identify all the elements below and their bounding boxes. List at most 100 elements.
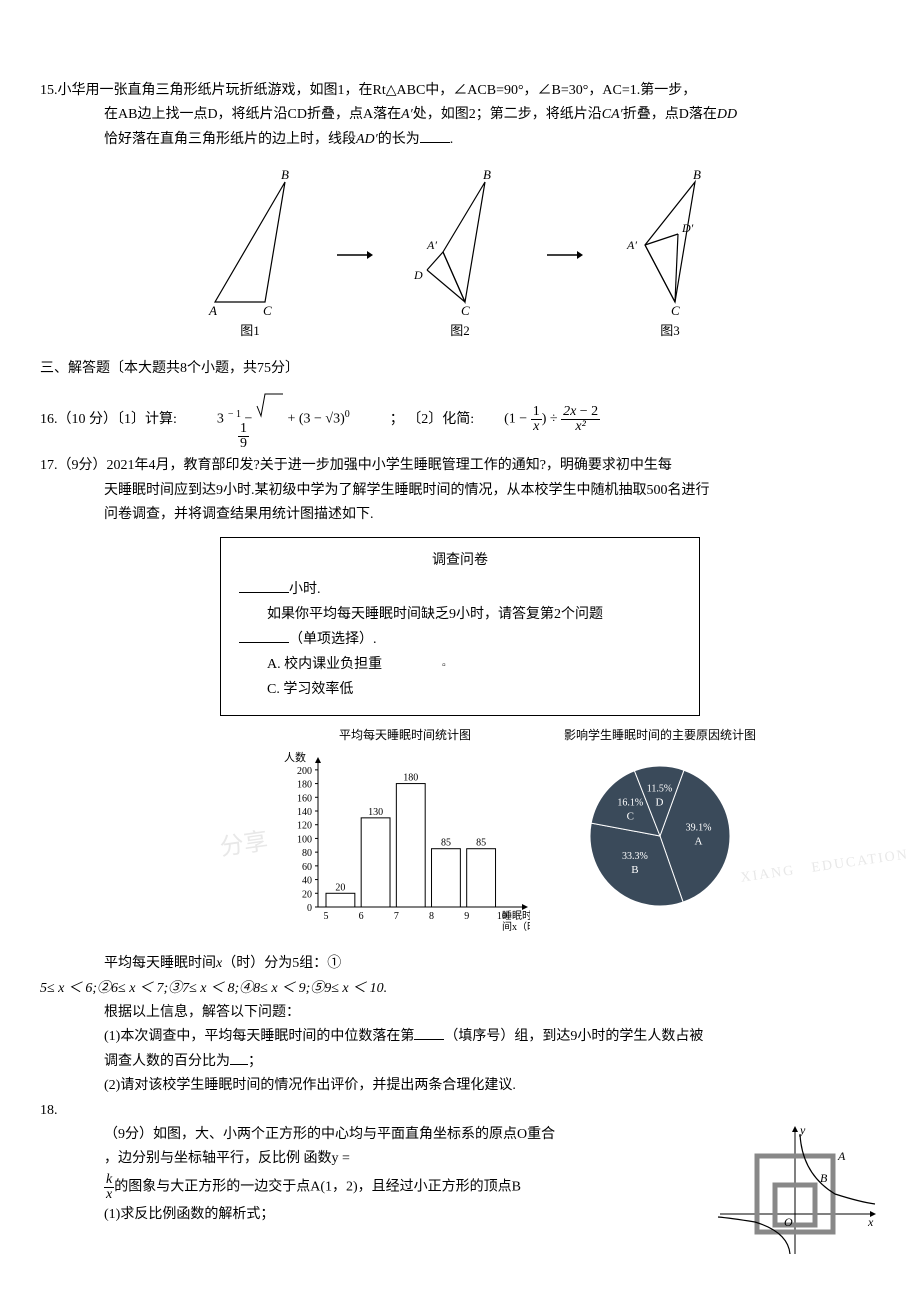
svg-text:160: 160 — [297, 793, 312, 804]
svg-text:20: 20 — [335, 882, 345, 893]
q16-sup1: − 1 — [228, 409, 241, 420]
svg-text:6: 6 — [359, 911, 364, 922]
q16-f2d: x — [531, 420, 542, 434]
fig3-Aprime: A′ — [626, 238, 637, 252]
svg-text:7: 7 — [394, 911, 399, 922]
q16-3: 3 — [217, 412, 224, 427]
svg-text:9: 9 — [464, 911, 469, 922]
q17-line1: （9分）2021年4月，教育部印发?关于进一步加强中小学生睡眠管理工作的通知?，… — [58, 458, 672, 473]
survey-blank1 — [239, 592, 289, 593]
q15-Aprime: A′ — [401, 107, 413, 122]
svg-text:人数: 人数 — [284, 751, 306, 764]
svg-text:200: 200 — [297, 766, 312, 777]
question-16: 16.（10 分）〔1〕计算: 3− 1 − 19 + (3 − √3)0 ； … — [40, 388, 880, 451]
figure-1-label: 图1 — [240, 321, 260, 342]
q17b-blank2 — [230, 1051, 248, 1065]
q17b-p1a: (1)本次调查中，平均每天睡眠时间的中位数落在第 — [104, 1029, 414, 1044]
q18-number: 18. — [40, 1100, 880, 1122]
q15-line3b: 的长为 — [378, 132, 420, 147]
q16-sqrt3: √3 — [325, 412, 340, 427]
question-17: 17.（9分）2021年4月，教育部印发?关于进一步加强中小学生睡眠管理工作的通… — [40, 455, 880, 526]
q15-line1: 小华用一张直角三角形纸片玩折纸游戏，如图1，在Rt△ABC中，∠ACB=90°，… — [58, 83, 697, 98]
fig2-D: D — [413, 268, 423, 282]
svg-text:8: 8 — [429, 911, 434, 922]
q16-sep: ； 〔2〕化简: — [390, 409, 474, 431]
q17b-p2: (2)请对该校学生睡眠时间的情况作出评价，并提出两条合理化建议. — [104, 1075, 880, 1097]
svg-text:A: A — [695, 835, 703, 847]
q18-x: x — [867, 1215, 874, 1229]
svg-text:C: C — [627, 810, 634, 822]
svg-text:180: 180 — [297, 779, 312, 790]
survey-l3a: （单项选择）. — [289, 632, 377, 647]
q18-line3: 的图象与大正方形的一边交于点A(1，2)，且经过小正方形的顶点B — [114, 1179, 521, 1194]
q16-f2n: 1 — [531, 405, 542, 420]
q18-line4: (1)求反比例函数的解析式； — [104, 1204, 698, 1226]
fig3-Dprime: D′ — [681, 221, 694, 235]
figure-2-label: 图2 — [450, 321, 470, 342]
svg-text:33.3%: 33.3% — [622, 851, 648, 862]
charts-area: 分享 平均每天睡眠时间统计图 0204060801001201401601802… — [160, 726, 880, 950]
q16-f3n: 2x − 2 — [561, 405, 600, 420]
svg-text:睡眠时: 睡眠时 — [502, 909, 530, 922]
q16-e2a: (1 − — [504, 412, 531, 427]
svg-text:11.5%: 11.5% — [647, 783, 672, 794]
q15-line2b: 处，如图2；第二步，将纸片沿 — [413, 107, 602, 122]
pie-chart-wrapper: 影响学生睡眠时间的主要原因统计图 39.1% A 33.3% B 16.1% C 11.5%… — [560, 726, 760, 930]
survey-optC: C. 学习效率低 — [239, 677, 681, 702]
watermark-2-icon: XIANG EDUCATION — [740, 844, 911, 890]
survey-l1a: 小时. — [289, 582, 321, 597]
q16-plus: + (3 − — [287, 412, 325, 427]
q15-diagrams: A C B 图1 B C A′ D 图2 B C A′ — [40, 167, 880, 342]
q16-sup0: 0 — [345, 409, 350, 420]
svg-text:60: 60 — [302, 862, 312, 873]
arrow-2-icon — [545, 167, 585, 342]
bar-chart-wrapper: 平均每天睡眠时间统计图 020406080100120140160180200人… — [280, 726, 530, 950]
q16-e2b: ) ÷ — [542, 412, 561, 427]
q17b-blank1 — [414, 1026, 444, 1040]
q17-groups: 平均每天睡眠时间x（时）分为5组：① — [104, 953, 880, 975]
survey-box: 调查问卷 小时. 如果你平均每天睡眠时间缺乏9小时，请答复第2个问题 （单项选择… — [220, 537, 700, 716]
section-3-heading: 三、解答题〔本大题共8个小题，共75分〕 — [40, 358, 880, 380]
q15-DDprime: DD — [717, 107, 737, 122]
svg-text:16.1%: 16.1% — [617, 797, 643, 808]
q17b-p1c: 调查人数的百分比为 — [104, 1054, 230, 1069]
q17b-intro-a: 平均每天睡眠时间 — [104, 956, 216, 971]
q17b-p1b: （填序号）组，到达9小时的学生人数占被 — [444, 1029, 703, 1044]
bar-chart-title: 平均每天睡眠时间统计图 — [280, 726, 530, 745]
q18-B: B — [820, 1171, 828, 1185]
fig1-B: B — [281, 167, 289, 182]
q16-f3d: x² — [561, 420, 600, 434]
q16-f1d: 9 — [238, 437, 249, 451]
q18-A: A — [837, 1149, 846, 1163]
q17-line2: 天睡眠时间应到达9小时.某初级中学为了解学生睡眠时间的情况，从本校学生中随机抽取… — [104, 480, 880, 502]
svg-text:间x（时）: 间x（时） — [502, 920, 530, 933]
svg-text:39.1%: 39.1% — [686, 822, 712, 833]
question-15: 15.小华用一张直角三角形纸片玩折纸游戏，如图1，在Rt△ABC中，∠ACB=9… — [40, 80, 880, 151]
q18-line1: （9分）如图，大、小两个正方形的中心均与平面直角坐标系的原点O重合 — [104, 1124, 698, 1146]
survey-dot: ▫ — [442, 660, 446, 671]
q17-number: 17. — [40, 458, 58, 473]
question-18: 18. （9分）如图，大、小两个正方形的中心均与平面直角坐标系的原点O重合 ，边… — [40, 1100, 880, 1264]
q17b-intro-b: （时）分为5组：① — [222, 956, 341, 971]
q18-y: y — [799, 1124, 806, 1137]
svg-text:85: 85 — [476, 838, 486, 849]
fig3-C: C — [671, 303, 680, 317]
fig1-A: A — [208, 303, 217, 317]
q16-expr1: 3− 1 − 19 + (3 − √3)0 — [217, 388, 350, 451]
arrow-1-icon — [335, 167, 375, 342]
svg-text:0: 0 — [307, 903, 312, 914]
q16-expr2: (1 − 1x) ÷ 2x − 2x² — [504, 405, 600, 434]
svg-text:B: B — [631, 864, 638, 876]
q16-f1n: 1 — [238, 422, 249, 437]
svg-text:180: 180 — [403, 772, 418, 783]
survey-blank2 — [239, 642, 289, 643]
fig2-C: C — [461, 303, 470, 317]
svg-text:20: 20 — [302, 889, 312, 900]
pie-chart-title: 影响学生睡眠时间的主要原因统计图 — [560, 726, 760, 745]
q18-line2: ，边分别与坐标轴平行，反比例 函数y = — [104, 1148, 698, 1170]
survey-optA: A. 校内课业负担重 — [267, 657, 382, 672]
figure-2-svg: B C A′ D — [405, 167, 515, 317]
q15-CAprime: CA′ — [602, 107, 623, 122]
q18-fn: k — [104, 1173, 114, 1188]
survey-title: 调查问卷 — [239, 548, 681, 573]
